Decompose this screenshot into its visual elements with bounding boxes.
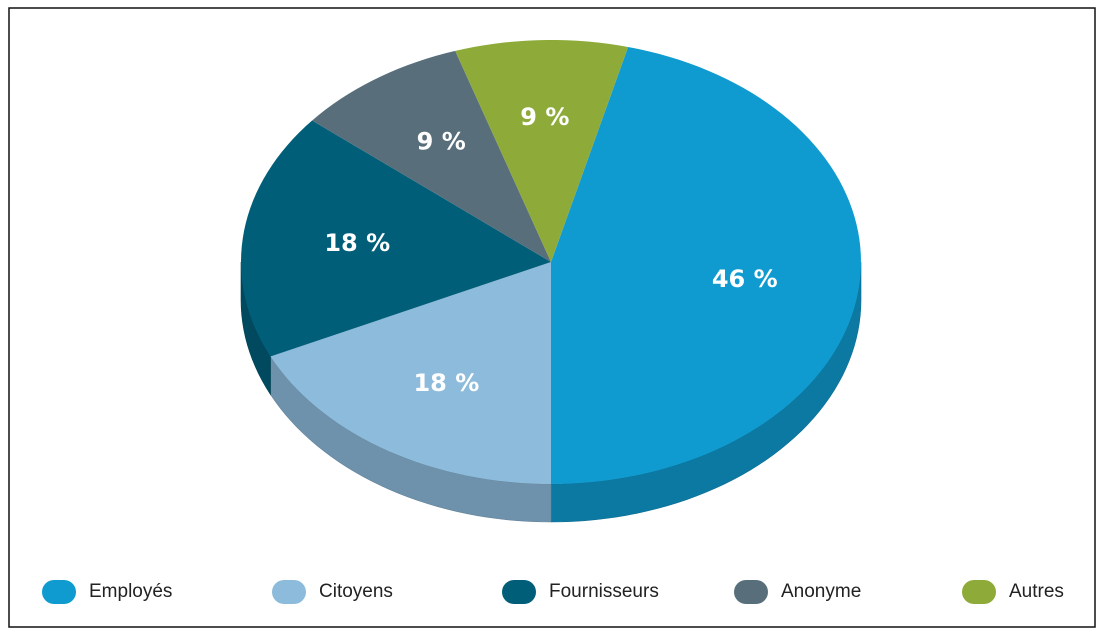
- legend-marker: [502, 580, 536, 604]
- pie-slice: [241, 120, 551, 357]
- data-label: 18 %: [413, 369, 479, 397]
- legend-marker: [272, 580, 306, 604]
- legend-marker: [734, 580, 768, 604]
- data-label: 9 %: [417, 128, 466, 156]
- pie-slice: [551, 46, 861, 484]
- legend-marker: [42, 580, 76, 604]
- legend-label: Autres: [1009, 581, 1064, 602]
- pie-slice: [455, 40, 629, 262]
- legend-label: Employés: [89, 581, 172, 602]
- data-label: 9 %: [520, 103, 569, 131]
- pie-slice: [270, 262, 551, 484]
- legend-label: Fournisseurs: [549, 581, 659, 602]
- pie-side: [240, 261, 271, 396]
- legend-marker: [962, 580, 996, 604]
- legend-label: Anonyme: [781, 581, 861, 602]
- legend-label: Citoyens: [319, 581, 393, 602]
- data-label: 46 %: [712, 265, 778, 293]
- data-label: 18 %: [324, 229, 390, 257]
- pie-slice: [312, 50, 551, 263]
